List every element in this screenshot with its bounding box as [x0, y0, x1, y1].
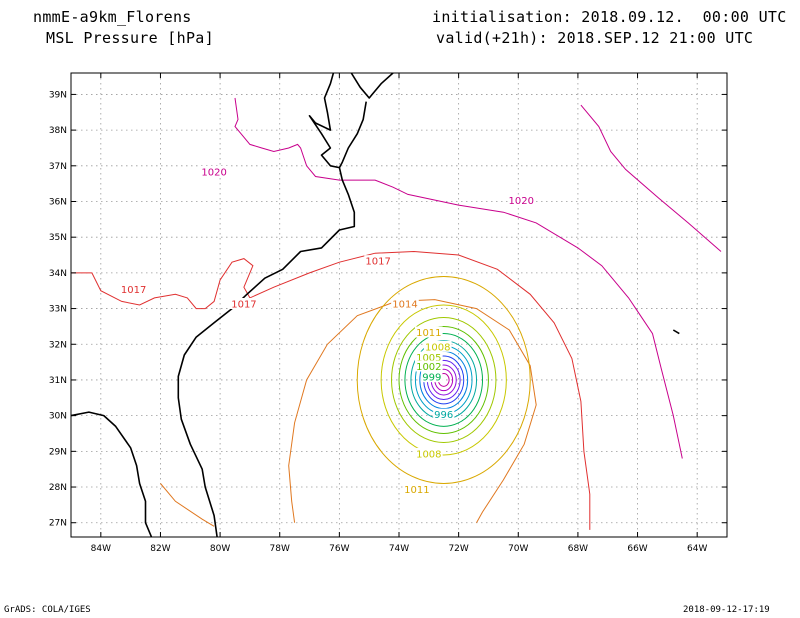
isobar-1002	[398, 325, 489, 434]
lon-label: 78W	[270, 544, 290, 554]
isobar-1005	[391, 316, 497, 443]
label-mask	[364, 255, 392, 267]
isobar-1014	[288, 299, 537, 523]
lon-label: 70W	[508, 544, 528, 554]
lon-label: 72W	[448, 544, 468, 554]
lon-label: 74W	[389, 544, 409, 554]
isobar-999	[404, 333, 484, 427]
isobar-1020	[580, 104, 722, 252]
isobar-label: 1014	[392, 300, 417, 311]
lon-label: 80W	[210, 544, 230, 554]
isobar-label: 996	[434, 410, 453, 421]
lon-label: 64W	[687, 544, 707, 554]
isobar-label: 1011	[404, 485, 429, 496]
lat-label: 35N	[49, 233, 67, 243]
lon-label: 82W	[150, 544, 170, 554]
label-mask	[415, 360, 443, 372]
render-timestamp: 2018-09-12-17:19	[683, 605, 770, 615]
label-mask	[415, 326, 443, 338]
lat-label: 38N	[49, 126, 67, 136]
lat-label: 31N	[49, 376, 67, 386]
lon-label: 66W	[627, 544, 647, 554]
isobar-label: 1020	[509, 196, 534, 207]
field-name: MSL Pressure [hPa]	[46, 29, 214, 47]
isobar-label: 1017	[231, 300, 256, 311]
isobar-label: 1017	[121, 285, 146, 296]
coastline-segment	[672, 329, 680, 335]
label-mask	[119, 283, 148, 295]
label-mask	[415, 447, 443, 459]
label-mask	[433, 408, 455, 420]
isobar-label: 1008	[425, 342, 450, 353]
isobar-label: 1020	[201, 167, 226, 178]
coastline	[71, 73, 680, 537]
isobar-1020	[234, 97, 683, 459]
label-mask	[403, 483, 431, 495]
lat-label: 36N	[49, 197, 67, 207]
isobar-label: 1002	[416, 362, 441, 373]
lat-label: 28N	[49, 483, 67, 493]
isobar-1008	[380, 304, 507, 456]
valid-time: valid(+21h): 2018.SEP.12 21:00 UTC	[436, 29, 754, 47]
label-mask	[230, 298, 258, 309]
isobar-labels: 1020 1020 1017 1017 1017 1014 1011 1011 1008 1008…	[119, 165, 536, 496]
isobar-label: 1011	[416, 328, 441, 339]
lat-label: 34N	[49, 269, 67, 279]
label-mask	[423, 340, 452, 352]
model-name: nmmE-a9km_Florens	[33, 8, 192, 26]
lon-label: 68W	[568, 544, 588, 554]
lat-label: 30N	[49, 412, 67, 422]
lat-label: 27N	[49, 519, 67, 529]
software-credit: GrADS: COLA/IGES	[4, 605, 91, 615]
isobar-label: 1017	[365, 257, 390, 268]
lat-label: 32N	[49, 340, 67, 350]
lat-label: 37N	[49, 162, 67, 172]
label-mask	[507, 194, 536, 206]
isobar-label: 999	[422, 373, 441, 384]
coastline-segment	[350, 73, 394, 99]
lon-label: 76W	[329, 544, 349, 554]
coastline-segment	[177, 73, 356, 537]
isobars	[71, 97, 722, 530]
isobar-label: 1008	[416, 449, 441, 460]
isobar-label: 1005	[416, 353, 441, 364]
lat-label: 33N	[49, 305, 67, 315]
lat-label: 39N	[49, 90, 67, 100]
coastline-segment	[338, 101, 367, 168]
isobar-1014	[160, 483, 215, 527]
label-mask	[200, 165, 228, 177]
lon-label: 84W	[91, 544, 111, 554]
lat-label: 29N	[49, 447, 67, 457]
isobar-1011	[356, 275, 531, 484]
label-mask	[421, 371, 443, 383]
isobar-1017	[71, 250, 591, 530]
label-mask	[415, 351, 443, 363]
axis-ticks: 84W 82W 80W 78W 76W 74W 72W 70W 68W 66W 64W 39N 38N 3…	[49, 73, 727, 554]
initialisation-time: initialisation: 2018.09.12. 00:00 UTC	[432, 8, 787, 26]
label-mask	[391, 298, 419, 309]
coastline-segment	[71, 411, 153, 537]
